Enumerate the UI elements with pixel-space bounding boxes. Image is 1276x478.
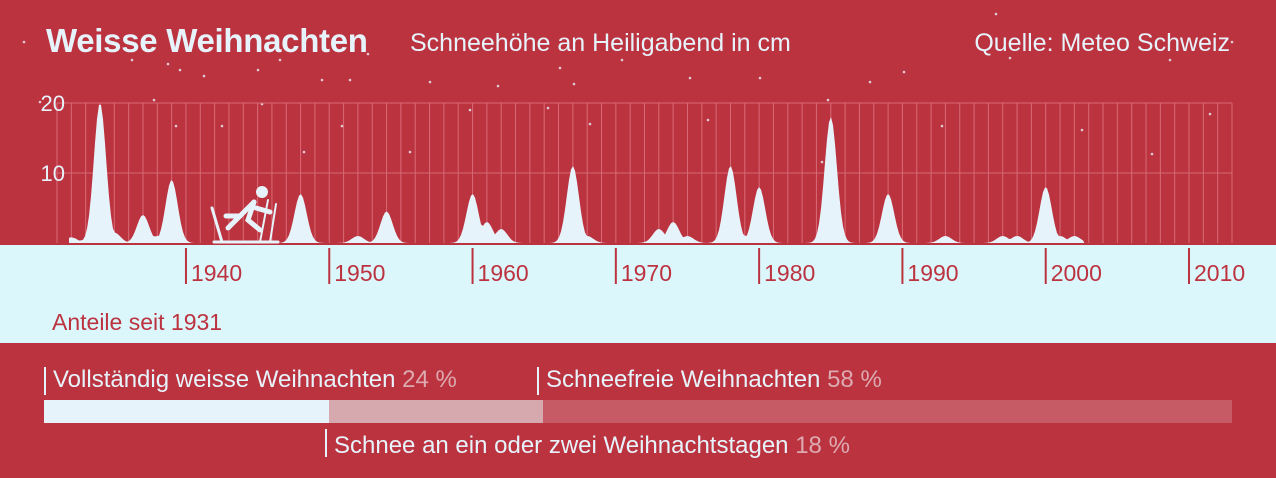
y-axis-ticks: 10 20 <box>41 91 65 186</box>
legend-pct-full: 24 % <box>402 366 457 393</box>
snow-dot <box>152 98 156 102</box>
snow-dot <box>496 84 500 88</box>
snow-dot <box>302 150 306 154</box>
snow-dot <box>826 98 830 102</box>
x-axis-ticks: 1940 1950 1960 1970 1980 1990 2000 2010 <box>184 248 1245 286</box>
snow-dot <box>620 58 624 62</box>
ground-band <box>0 245 1276 343</box>
x-tick-label: 1960 <box>478 260 529 286</box>
legend-label-none: Schneefreie Weihnachten <box>546 366 821 393</box>
chart-title: Weisse Weihnachten <box>46 22 368 59</box>
snow-dot <box>572 82 576 86</box>
snow-dot <box>22 40 26 44</box>
legend-label-partial: Schnee an ein oder zwei Weihnachtstagen <box>334 432 789 459</box>
snow-dot <box>902 70 906 74</box>
snow-dot <box>174 124 178 128</box>
legend-marker-none <box>537 367 539 395</box>
legend-label-full: Vollständig weisse Weihnachten <box>53 366 396 393</box>
snow-dot <box>178 68 182 72</box>
snow-dot <box>428 80 432 84</box>
snow-dot <box>348 78 352 82</box>
x-tick-label: 2000 <box>1051 260 1102 286</box>
legend-pct-none: 58 % <box>827 366 882 393</box>
snow-dot <box>256 68 260 72</box>
share-bar-none <box>542 400 1232 423</box>
share-bar-full <box>44 400 330 423</box>
legend-item-none: Schneefreie Weihnachten 58 % <box>546 366 882 394</box>
legend-item-full: Vollständig weisse Weihnachten 24 % <box>53 366 457 394</box>
snow-dot <box>408 150 412 154</box>
snow-dot <box>1168 58 1172 62</box>
snow-dot <box>320 78 324 82</box>
snow-dot <box>688 76 692 80</box>
snow-dot <box>1008 56 1012 60</box>
snow-dot <box>1230 40 1234 44</box>
legend-marker-partial <box>325 429 327 457</box>
snow-dot <box>278 58 282 62</box>
legend-marker-full <box>44 367 46 395</box>
snow-dot <box>994 12 998 16</box>
y-tick-label: 10 <box>41 161 65 186</box>
x-tick-label: 1980 <box>764 260 815 286</box>
snow-dot <box>130 58 134 62</box>
legend-item-partial: Schnee an ein oder zwei Weihnachtstagen … <box>334 432 850 460</box>
snow-dot <box>940 124 944 128</box>
chart-subtitle: Schneehöhe an Heiligabend in cm <box>410 29 791 57</box>
chart-grid <box>56 102 1233 243</box>
snow-dot <box>38 100 42 104</box>
snow-dot <box>202 74 206 78</box>
snow-dot <box>340 124 344 128</box>
source-note: Quelle: Meteo Schweiz <box>974 29 1230 57</box>
snow-dot <box>546 106 550 110</box>
shares-section-label: Anteile seit 1931 <box>52 309 223 335</box>
snow-dot <box>588 122 592 126</box>
snow-dot <box>1150 152 1154 156</box>
share-bar-partial <box>329 400 543 423</box>
snow-dot <box>758 76 762 80</box>
snowflake-dots <box>22 12 1234 164</box>
x-tick-label: 2010 <box>1194 260 1245 286</box>
snow-dot <box>220 124 224 128</box>
x-tick-label: 1970 <box>621 260 672 286</box>
snow-dot <box>820 160 824 164</box>
snow-dot <box>366 52 370 56</box>
snow-depth-area <box>69 104 1085 243</box>
legend-pct-partial: 18 % <box>795 432 850 459</box>
snow-dot <box>468 108 472 112</box>
snow-dot <box>706 118 710 122</box>
snow-dot <box>1080 128 1084 132</box>
snow-dot <box>1208 112 1212 116</box>
snow-dot <box>1110 42 1114 46</box>
y-tick-label: 20 <box>41 91 65 116</box>
x-tick-label: 1940 <box>191 260 242 286</box>
snow-dot <box>558 66 562 70</box>
x-tick-label: 1990 <box>907 260 958 286</box>
x-tick-label: 1950 <box>334 260 385 286</box>
snow-dot <box>166 62 170 66</box>
snow-dot <box>868 80 872 84</box>
skier-icon <box>210 186 280 244</box>
